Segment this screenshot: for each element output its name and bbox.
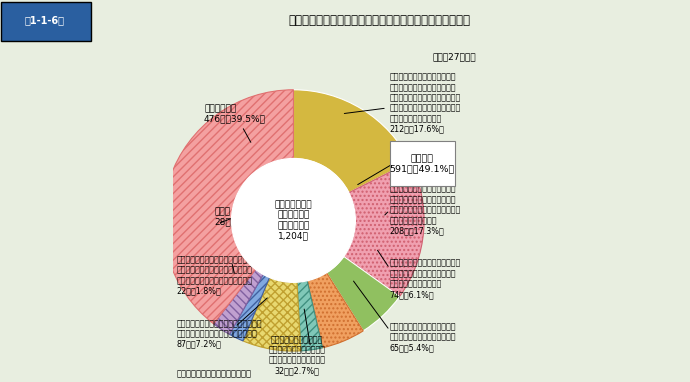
Wedge shape [214, 269, 263, 334]
Wedge shape [293, 90, 411, 193]
Text: 延焼拡大が早かった等の
ため、ほとんど避難ができ
なかったと思われるもの。
32人（2.7%）: 延焼拡大が早かった等の ため、ほとんど避難ができ なかったと思われるもの。 32… [268, 335, 326, 375]
Wedge shape [326, 256, 400, 331]
Text: 不明・調査中
476人（39.5%）: 不明・調査中 476人（39.5%） [204, 104, 266, 142]
Circle shape [232, 159, 355, 282]
Wedge shape [297, 281, 322, 351]
Text: 避難行動を起こしているが逃げ
切れなかったと思われるもの。
（一応自力避難したが、避難中、
火傷、ガス吸引により、病院等で
死亡した場合を含む。）
212人（1: 避難行動を起こしているが逃げ 切れなかったと思われるもの。 （一応自力避難したが… [344, 73, 461, 134]
Text: （備考）「火災報告」により作成: （備考）「火災報告」により作成 [177, 369, 252, 379]
Wedge shape [243, 277, 301, 351]
Text: 判断力に欠け、あるいは、体力条
件が悪く、ほとんど避難できな
かったと思われるもの。
74人（6.1%）: 判断力に欠け、あるいは、体力条 件が悪く、ほとんど避難できな かったと思われるも… [390, 259, 461, 299]
Text: その他
28人（2.3%）: その他 28人（2.3%） [215, 207, 265, 227]
Wedge shape [344, 162, 424, 296]
Text: 着衣着火し、火傷（熱傷）あるいはガス
中毒により死亡したと思われるもの。
87人（7.2%）: 着衣着火し、火傷（熱傷）あるいはガス 中毒により死亡したと思われるもの。 87人… [177, 319, 262, 349]
Text: 逃げ遅れ
591人（49.1%）: 逃げ遅れ 591人（49.1%） [390, 154, 455, 173]
Wedge shape [163, 90, 293, 324]
Text: （平成27年中）: （平成27年中） [432, 52, 475, 61]
Text: 火災による死者
（放火自殺者
等を除く。）
1,204人: 火災による死者 （放火自殺者 等を除く。） 1,204人 [275, 200, 313, 241]
FancyBboxPatch shape [1, 2, 91, 41]
Text: いったん、屋外へ避難後、再進入し
たと思われるもの。出火時屋外にい
て出火後進入したと思われるもの。
22人（1.8%）: いったん、屋外へ避難後、再進入し たと思われるもの。出火時屋外にい て出火後進入… [177, 255, 253, 296]
Text: 第1-1-6図: 第1-1-6図 [25, 16, 65, 26]
Wedge shape [230, 274, 270, 341]
Text: 発見が遅れ、気付いた時は火煙
が回り、既に逃げ道がなかった
と思われるもの。（全く気付かな
かった場合を含む。）
208人（17.3%）: 発見が遅れ、気付いた時は火煙 が回り、既に逃げ道がなかった と思われるもの。（全… [390, 185, 461, 235]
Wedge shape [307, 273, 363, 348]
Text: 火災による経過別死者発生状況（放火自殺者等を除く。）: 火災による経過別死者発生状況（放火自殺者等を除く。） [288, 14, 471, 27]
FancyBboxPatch shape [390, 141, 455, 186]
Text: 逃げれば逃げられたが、逃げる
機会を失ったと思われるもの。
65人（5.4%）: 逃げれば逃げられたが、逃げる 機会を失ったと思われるもの。 65人（5.4%） [390, 322, 456, 352]
